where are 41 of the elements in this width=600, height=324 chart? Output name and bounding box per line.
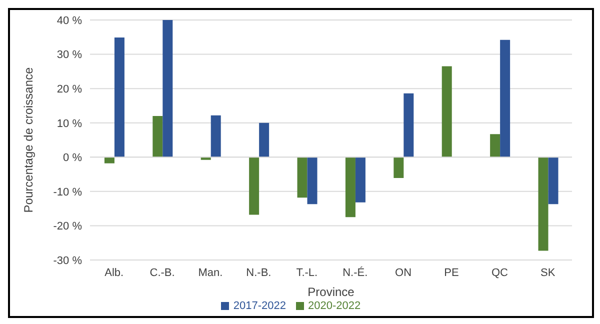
x-tick-label: N.-É. (342, 266, 368, 279)
y-tick-label: 30 % (56, 49, 82, 62)
bar (162, 20, 173, 158)
x-tick-label: T.-L. (296, 266, 318, 279)
y-axis-title: Pourcentage de croissance (21, 66, 36, 213)
bar (500, 40, 510, 158)
bar (210, 115, 221, 158)
y-tick-label: -30 % (53, 254, 82, 267)
bar (259, 122, 270, 158)
y-tick-label: 40 % (56, 14, 82, 27)
bar (355, 157, 366, 202)
bar (249, 157, 260, 215)
x-tick-label: Alb. (104, 266, 124, 279)
x-tick-label: N.-B. (246, 266, 272, 279)
legend-label: 2017-2022 (233, 300, 286, 312)
bar (490, 134, 500, 158)
bar (548, 157, 558, 204)
y-tick-label: 20 % (56, 83, 82, 96)
x-tick-label: Man. (198, 266, 223, 279)
y-tick-label: -10 % (53, 186, 82, 198)
x-tick-label: PE (444, 266, 459, 279)
bar (104, 157, 114, 164)
x-tick-label: SK (540, 266, 556, 279)
bar (200, 157, 211, 160)
x-tick-label: QC (491, 266, 508, 279)
legend-label: 2020-2022 (308, 300, 361, 312)
bar (307, 157, 318, 204)
bar (442, 66, 452, 158)
y-tick-label: 10 % (56, 118, 82, 130)
bar (114, 37, 124, 158)
bar (538, 157, 548, 251)
x-tick-label: ON (395, 266, 412, 279)
x-axis-title: Province (308, 285, 355, 299)
bar (345, 157, 356, 218)
y-tick-label: 0 % (63, 152, 82, 164)
bar (152, 116, 163, 158)
y-tick-label: -20 % (53, 220, 82, 233)
x-tick-label: C.-B. (150, 266, 175, 279)
bar (394, 157, 404, 178)
bar (404, 93, 414, 158)
bar (297, 157, 308, 198)
